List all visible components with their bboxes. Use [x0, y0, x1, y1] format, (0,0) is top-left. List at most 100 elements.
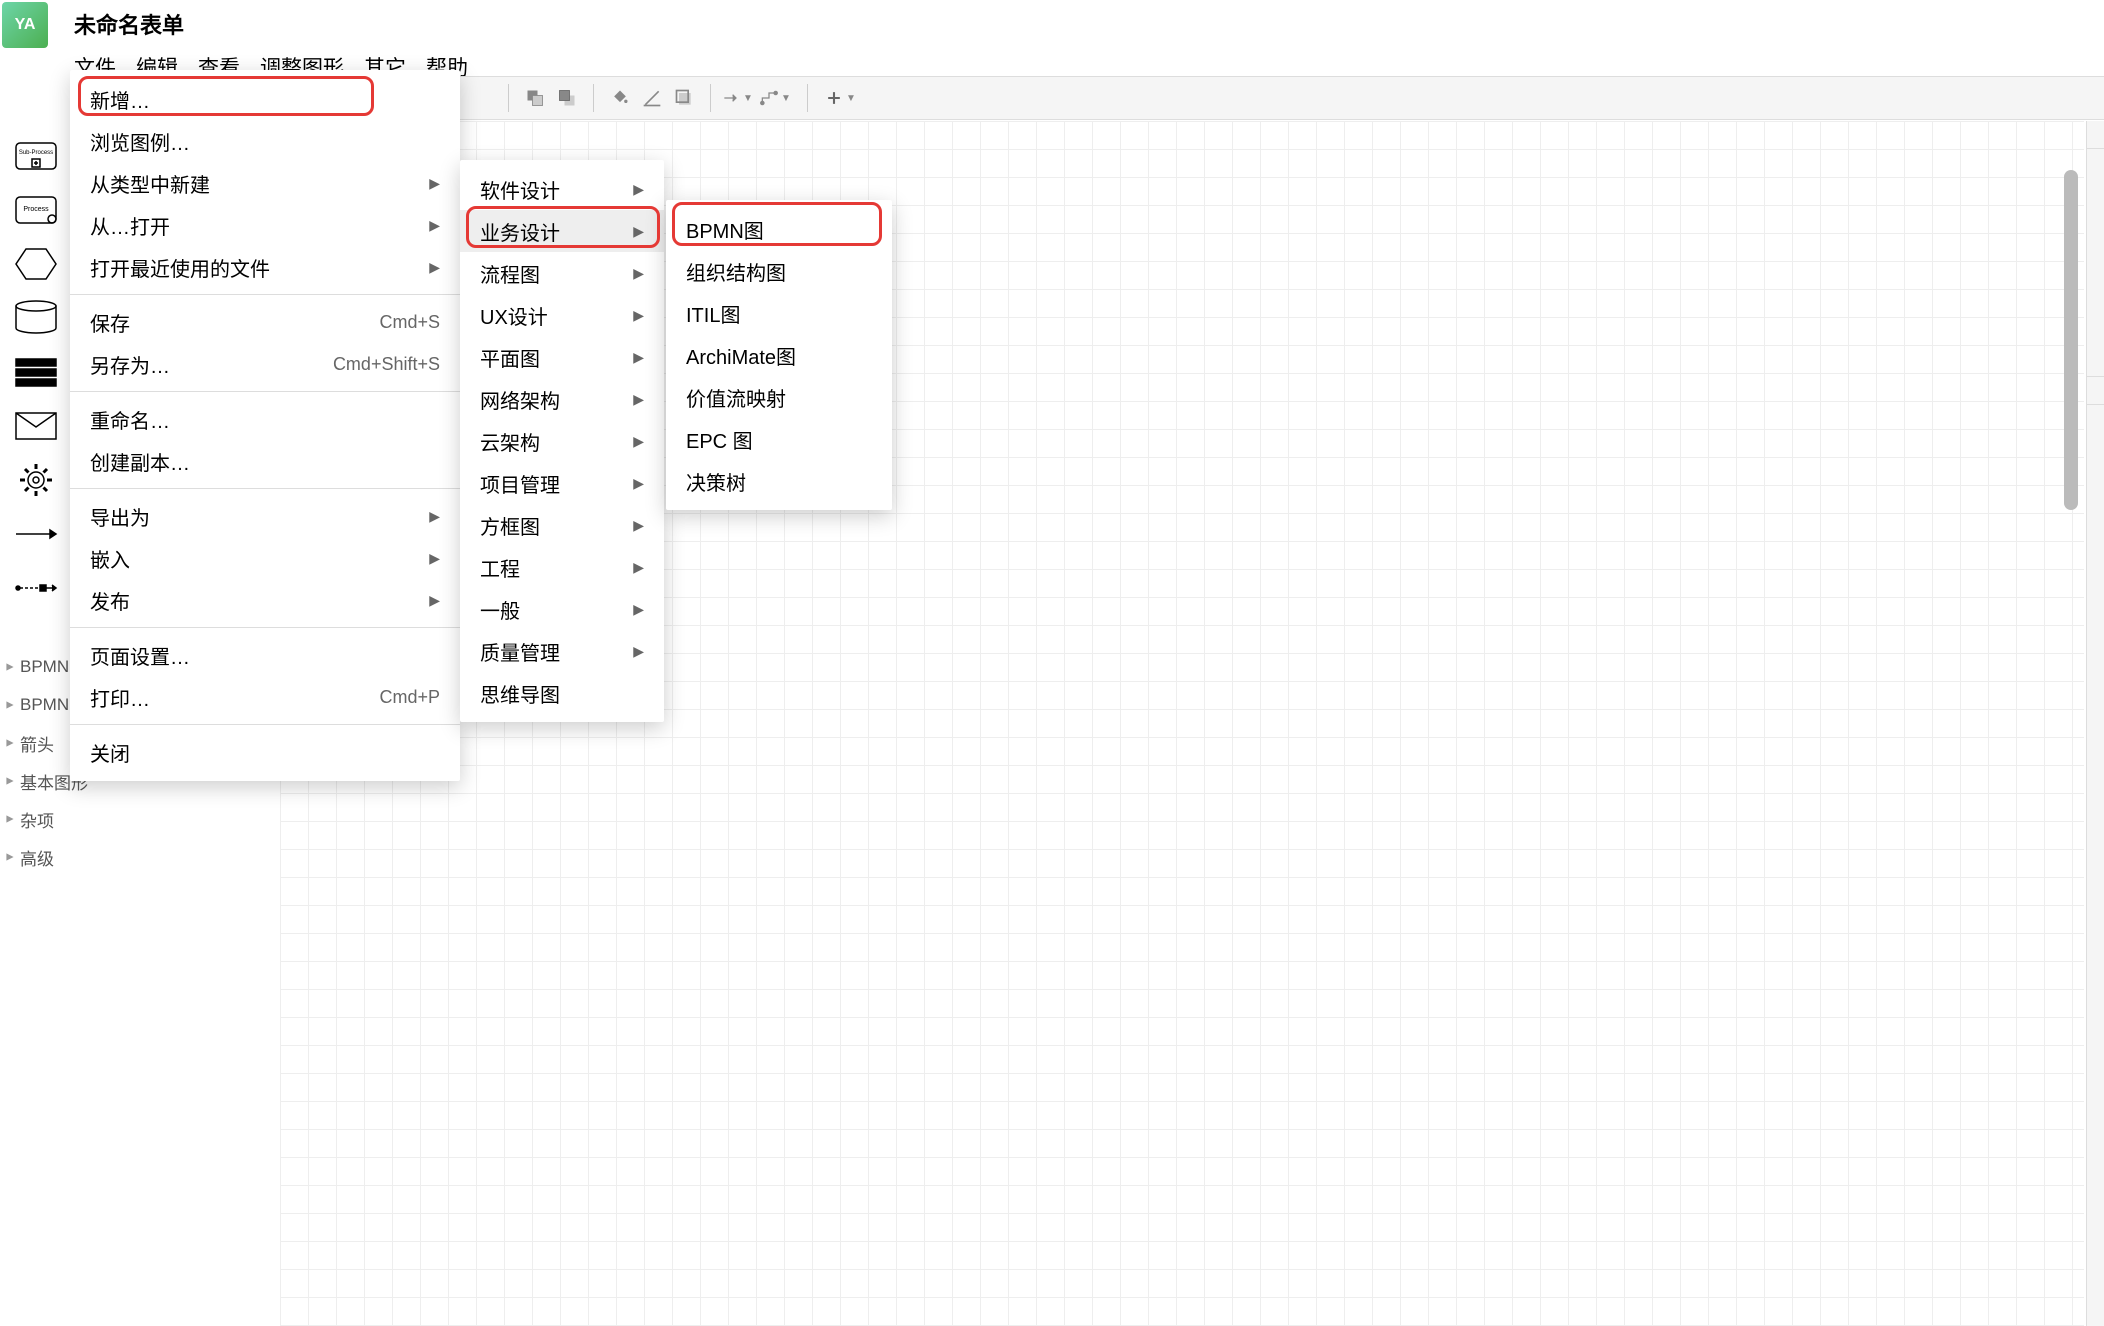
menu-item-rename[interactable]: 重命名…: [70, 398, 460, 440]
menu-item-label: 创建副本…: [90, 447, 190, 476]
menu-item-label: EPC 图: [686, 425, 753, 454]
menu-separator: [70, 627, 460, 628]
menu-item-close[interactable]: 关闭: [70, 731, 460, 773]
right-panel-mark: [2087, 377, 2104, 405]
submenu-arrow-icon: ▶: [429, 259, 440, 276]
sidebar-group-advanced[interactable]: 高级: [0, 838, 280, 876]
menu-item-cloud[interactable]: 云架构 ▶: [460, 420, 664, 462]
menu-item-new-from-type[interactable]: 从类型中新建▶: [70, 162, 460, 204]
shadow-icon[interactable]: [668, 82, 700, 114]
menu-item-network[interactable]: 网络架构 ▶: [460, 378, 664, 420]
arrow-line-icon[interactable]: [12, 514, 60, 554]
menu-item-save[interactable]: 保存Cmd+S: [70, 301, 460, 343]
menu-item-label: 页面设置…: [90, 641, 190, 670]
menu-item-block[interactable]: 方框图▶: [460, 504, 664, 546]
menu-item-save-as[interactable]: 另存为…Cmd+Shift+S: [70, 343, 460, 385]
hexagon-shape-icon[interactable]: [12, 244, 60, 284]
user-avatar[interactable]: YA: [2, 2, 48, 48]
submenu-arrow-icon: ▶: [633, 475, 644, 492]
right-panel-collapsed[interactable]: [2086, 121, 2104, 1326]
menu-item-project[interactable]: 项目管理 ▶: [460, 462, 664, 504]
menu-item-bpmn[interactable]: BPMN图: [666, 208, 892, 250]
subprocess-shape-icon[interactable]: Sub-Process: [12, 136, 60, 176]
submenu-arrow-icon: ▶: [633, 433, 644, 450]
menu-item-open-recent[interactable]: 打开最近使用的文件 ▶: [70, 246, 460, 288]
menu-item-label: 质量管理: [480, 637, 560, 666]
menu-item-label: 平面图: [480, 343, 540, 372]
menu-item-duplicate[interactable]: 创建副本…: [70, 440, 460, 482]
menu-item-general[interactable]: 一般▶: [460, 588, 664, 630]
menu-item-ux[interactable]: UX设计▶: [460, 294, 664, 336]
connector-line-icon[interactable]: [12, 568, 60, 608]
menu-item-label: 嵌入: [90, 544, 130, 573]
process-shape-icon[interactable]: Process: [12, 190, 60, 230]
list-shape-icon[interactable]: [12, 352, 60, 392]
menu-item-quality[interactable]: 质量管理▶: [460, 630, 664, 672]
menu-item-label: 保存: [90, 308, 130, 337]
menu-item-flowchart[interactable]: 流程图▶: [460, 252, 664, 294]
menu-item-open-from[interactable]: 从…打开▶: [70, 204, 460, 246]
waypoint-icon[interactable]: ▼: [753, 82, 797, 114]
menu-item-label: 云架构: [480, 427, 540, 456]
add-icon[interactable]: ▼: [818, 82, 862, 114]
menu-item-mindmap[interactable]: 思维导图: [460, 672, 664, 714]
menu-item-value[interactable]: 价值流映射: [666, 376, 892, 418]
menu-item-browse[interactable]: 浏览图例…: [70, 120, 460, 162]
menu-item-export[interactable]: 导出为▶: [70, 495, 460, 537]
sidebar-group-label: 箭头: [20, 731, 54, 756]
menu-item-label: 项目管理: [480, 469, 560, 498]
gear-shape-icon[interactable]: [12, 460, 60, 500]
cylinder-shape-icon[interactable]: [12, 298, 60, 338]
menu-item-embed[interactable]: 嵌入 ▶: [70, 537, 460, 579]
menu-item-label: ArchiMate图: [686, 341, 796, 370]
menu-item-itil[interactable]: ITIL图: [666, 292, 892, 334]
menu-item-new[interactable]: 新增…: [70, 78, 460, 120]
menu-item-engineering[interactable]: 工程▶: [460, 546, 664, 588]
submenu-arrow-icon: ▶: [633, 349, 644, 366]
bring-front-icon[interactable]: [519, 82, 551, 114]
svg-text:Process: Process: [23, 206, 49, 213]
menu-item-epc[interactable]: EPC 图: [666, 418, 892, 460]
submenu-arrow-icon: ▶: [633, 601, 644, 618]
menu-item-business[interactable]: 业务设计▶: [460, 210, 664, 252]
sidebar-group-label: 杂项: [20, 807, 54, 832]
right-panel-mark: [2087, 121, 2104, 149]
menu-item-decision[interactable]: 决策树: [666, 460, 892, 502]
submenu-arrow-icon: ▶: [633, 223, 644, 240]
envelope-shape-icon[interactable]: [12, 406, 60, 446]
menu-item-label: 浏览图例…: [90, 127, 190, 156]
menu-item-org[interactable]: 组织结构图: [666, 250, 892, 292]
menu-item-label: 软件设计: [480, 175, 560, 204]
connection-icon[interactable]: ▼: [721, 82, 753, 114]
menu-item-label: 重命名…: [90, 405, 170, 434]
menu-separator: [70, 488, 460, 489]
menu-item-page-setup[interactable]: 页面设置…: [70, 634, 460, 676]
send-back-icon[interactable]: [551, 82, 583, 114]
submenu-arrow-icon: ▶: [429, 217, 440, 234]
submenu-arrow-icon: ▶: [633, 391, 644, 408]
menu-item-floorplan[interactable]: 平面图 ▶: [460, 336, 664, 378]
toolbar-separator: [807, 84, 808, 112]
submenu-arrow-icon: ▶: [633, 265, 644, 282]
submenu-arrow-icon: ▶: [633, 559, 644, 576]
menu-item-publish[interactable]: 发布▶: [70, 579, 460, 621]
document-title[interactable]: 未命名表单: [74, 8, 468, 40]
canvas-scrollbar[interactable]: [2064, 170, 2078, 510]
submenu-arrow-icon: ▶: [429, 550, 440, 567]
menu-item-label: 思维导图: [480, 679, 560, 708]
menu-item-label: 网络架构: [480, 385, 560, 414]
menu-item-print[interactable]: 打印…Cmd+P: [70, 676, 460, 718]
menu-separator: [70, 294, 460, 295]
sidebar-group-label: BPMN: [20, 657, 69, 677]
business-menu-panel: BPMN图 组织结构图 ITIL图 ArchiMate图 价值流映射 EPC 图…: [666, 200, 892, 510]
line-color-icon[interactable]: [636, 82, 668, 114]
menu-item-software[interactable]: 软件设计▶: [460, 168, 664, 210]
menu-item-label: 另存为…: [90, 350, 170, 379]
sidebar-group-misc[interactable]: 杂项: [0, 800, 280, 838]
menu-item-label: 导出为: [90, 502, 150, 531]
menu-item-archimate[interactable]: ArchiMate图: [666, 334, 892, 376]
fill-color-icon[interactable]: [604, 82, 636, 114]
menu-item-label: 打开最近使用的文件: [90, 253, 270, 282]
menu-item-label: 价值流映射: [686, 383, 786, 412]
toolbar-separator: [508, 84, 509, 112]
